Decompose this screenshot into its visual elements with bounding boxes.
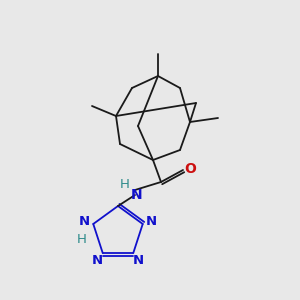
Text: H: H bbox=[120, 178, 130, 190]
Text: N: N bbox=[146, 215, 157, 228]
Text: N: N bbox=[79, 215, 90, 228]
Text: N: N bbox=[131, 188, 143, 202]
Text: H: H bbox=[76, 233, 86, 247]
Text: O: O bbox=[184, 162, 196, 176]
Text: N: N bbox=[92, 254, 103, 267]
Text: N: N bbox=[133, 254, 144, 267]
